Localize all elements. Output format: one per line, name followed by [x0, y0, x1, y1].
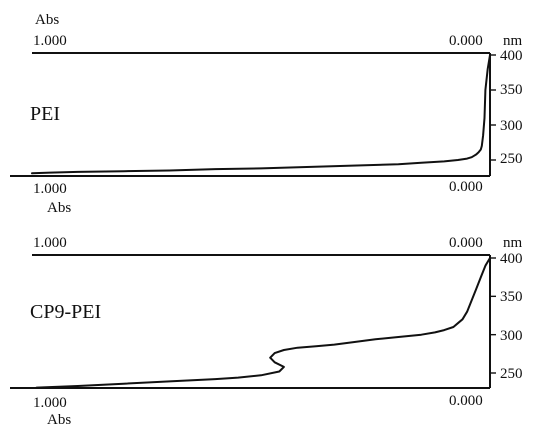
panel-2-top-right-label: 0.000 [449, 235, 483, 251]
panel-2-y-tick-label: 400 [500, 251, 523, 267]
panel-1-abs-unit-bottom: Abs [47, 200, 71, 216]
panel-1-bottom-left-label: 1.000 [33, 181, 67, 197]
panel-2-spectrum-line [35, 257, 491, 389]
panel-1-y-tick-label: 300 [500, 118, 523, 134]
panel-1-top-left-label: 1.000 [33, 33, 67, 49]
panel-1-nm-unit: nm [503, 33, 523, 49]
panel-1-bottom-right-label: 0.000 [449, 179, 483, 195]
panel-2-nm-unit: nm [503, 235, 523, 251]
panel-1-abs-unit-top: Abs [35, 12, 59, 28]
panel-2-y-tick-label: 250 [500, 366, 523, 382]
panel-2-top-left-label: 1.000 [33, 235, 67, 251]
panel-1-y-tick-label: 250 [500, 151, 523, 167]
panel-2-bottom-right-label: 0.000 [449, 393, 483, 409]
panel-1-y-tick-label: 400 [500, 48, 523, 64]
panel-2-sample-label: CP9-PEI [30, 301, 101, 323]
panel-2-bottom-left-label: 1.000 [33, 395, 67, 411]
panel-1-y-tick-label: 350 [500, 82, 523, 98]
panel-2-abs-unit-bottom: Abs [47, 412, 71, 428]
panel-1-spectrum-line [31, 54, 491, 175]
panel-1-sample-label: PEI [30, 103, 60, 125]
panel-2-y-tick-label: 350 [500, 289, 523, 305]
panel-2-y-tick-label: 300 [500, 328, 523, 344]
panel-1-top-right-label: 0.000 [449, 33, 483, 49]
